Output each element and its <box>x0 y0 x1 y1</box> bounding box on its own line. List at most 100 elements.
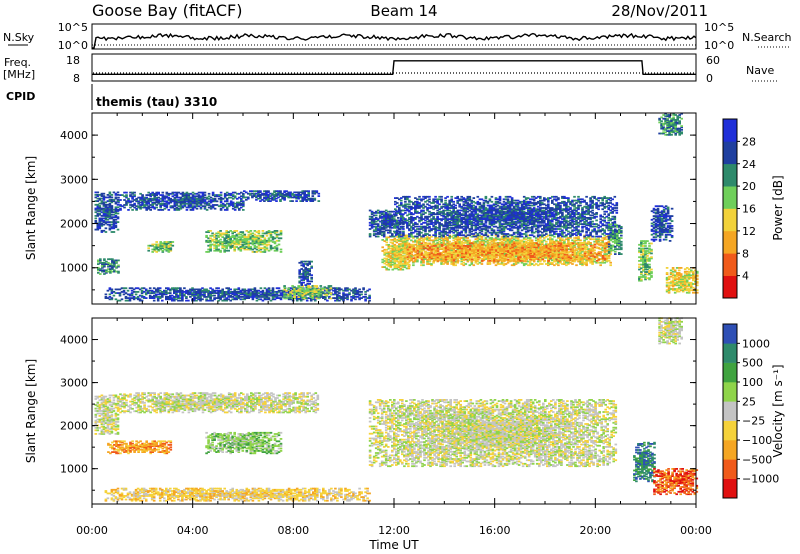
range-cell <box>307 287 310 290</box>
range-cell <box>332 289 335 292</box>
range-cell <box>104 203 108 206</box>
range-cell <box>387 246 391 249</box>
range-cell <box>476 260 480 263</box>
range-cell <box>217 195 221 198</box>
range-cell <box>309 297 313 299</box>
range-cell <box>181 293 184 296</box>
range-cell <box>161 293 164 296</box>
range-cell <box>299 290 302 292</box>
range-cell <box>207 299 210 302</box>
range-cell <box>287 287 290 290</box>
range-cell <box>147 202 150 205</box>
range-cell <box>295 293 299 296</box>
range-cell <box>372 234 376 237</box>
range-cell <box>155 243 158 246</box>
range-cell <box>389 257 393 260</box>
range-cell <box>148 287 152 290</box>
range-cell <box>227 294 230 297</box>
range-cell <box>99 273 102 275</box>
range-cell <box>156 289 160 292</box>
range-cell <box>267 198 270 201</box>
range-cell <box>229 204 233 206</box>
range-cell <box>385 236 388 239</box>
range-cell <box>259 291 263 293</box>
range-cell <box>215 292 218 294</box>
range-cell <box>227 238 230 241</box>
range-cell <box>131 196 134 199</box>
range-cell <box>255 296 259 298</box>
range-cell <box>97 266 100 269</box>
range-cell <box>399 267 403 270</box>
range-cell <box>338 292 341 294</box>
range-cell <box>100 224 104 227</box>
range-cell <box>263 246 267 248</box>
range-cell <box>301 291 304 294</box>
range-cell <box>526 260 530 263</box>
range-cell <box>177 287 180 290</box>
range-cell <box>279 230 283 232</box>
range-cell <box>98 197 102 200</box>
range-cell <box>342 294 345 297</box>
range-cell <box>391 246 395 249</box>
range-cell <box>211 238 214 241</box>
range-cell <box>464 240 468 243</box>
range-cell <box>104 213 108 216</box>
range-cell <box>520 240 524 243</box>
range-cell <box>175 291 178 293</box>
range-cell <box>518 242 522 244</box>
range-cell <box>395 233 398 235</box>
range-cell <box>291 291 295 293</box>
range-cell <box>404 234 407 237</box>
range-cell <box>197 292 200 294</box>
range-cell <box>466 239 470 242</box>
range-cell <box>199 207 203 210</box>
range-cell <box>384 225 388 228</box>
range-cell <box>191 294 194 297</box>
range-cell <box>159 246 162 248</box>
range-cell <box>293 288 296 291</box>
range-cell <box>231 207 235 210</box>
range-cell <box>247 293 251 296</box>
range-cell <box>165 192 169 195</box>
range-cell <box>94 228 98 231</box>
range-cell <box>514 263 518 265</box>
range-cell <box>308 274 311 277</box>
range-cell <box>297 292 300 295</box>
range-cell <box>251 292 255 294</box>
range-cell <box>336 287 339 290</box>
range-cell <box>360 297 363 299</box>
range-cell <box>261 194 264 196</box>
range-cell <box>422 258 425 260</box>
range-cell <box>384 209 388 212</box>
range-cell <box>147 205 150 208</box>
range-cell <box>191 205 195 208</box>
range-cell <box>159 248 162 251</box>
range-cell <box>237 291 241 293</box>
range-cell <box>211 205 215 208</box>
range-cell <box>187 200 191 203</box>
range-cell <box>251 294 255 297</box>
range-cell <box>119 207 122 210</box>
range-cell <box>301 297 304 300</box>
range-cell <box>506 248 510 250</box>
range-cell <box>219 204 223 206</box>
range-cell <box>257 232 261 235</box>
range-cell <box>261 296 265 298</box>
range-cell <box>161 299 164 302</box>
range-cell <box>257 292 261 294</box>
range-cell <box>416 259 419 262</box>
range-cell <box>385 261 388 264</box>
range-cell <box>279 198 282 201</box>
range-cell <box>209 287 212 290</box>
range-cell <box>236 202 239 205</box>
range-cell <box>328 292 331 294</box>
range-cell <box>120 287 124 290</box>
range-cell <box>370 221 374 224</box>
range-cell <box>203 194 207 196</box>
range-cell <box>189 201 193 204</box>
range-cell <box>249 233 253 236</box>
range-cell <box>301 292 304 295</box>
range-cell <box>96 227 100 230</box>
range-cell <box>298 273 301 275</box>
range-cell <box>306 279 309 281</box>
